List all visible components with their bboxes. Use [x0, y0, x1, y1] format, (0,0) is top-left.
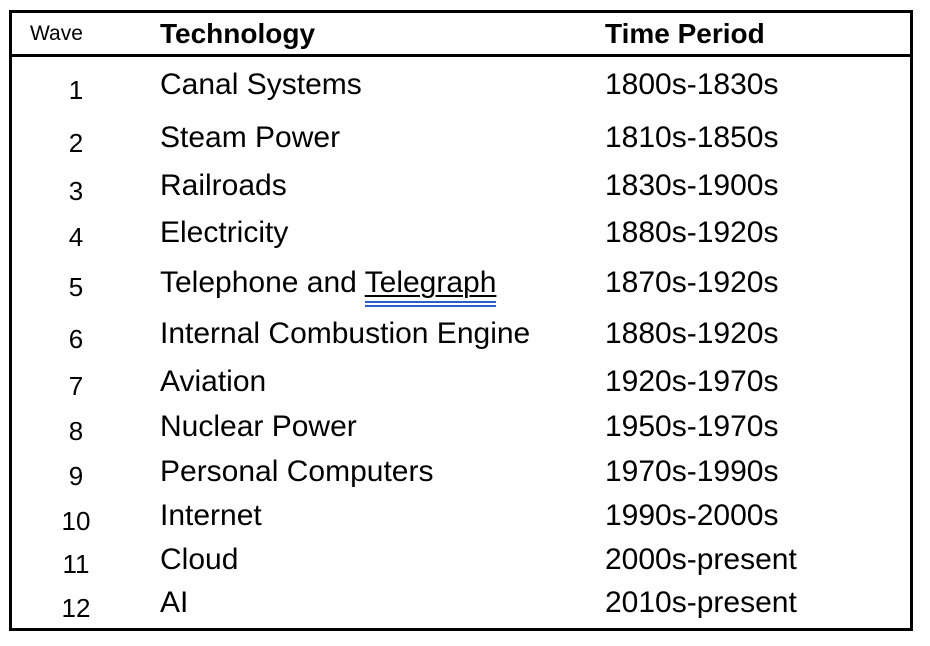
technology-text: Canal Systems — [140, 68, 605, 102]
technology-plain-text: AI — [160, 586, 189, 619]
time-period-text: 1810s-1850s — [605, 121, 779, 154]
wave-number: 8 — [68, 416, 84, 446]
time-period-text: 1800s-1830s — [605, 68, 779, 101]
technology-text: Nuclear Power — [140, 410, 605, 444]
technology-text: Personal Computers — [140, 455, 605, 489]
time-period-text: 1950s-1970s — [605, 409, 779, 443]
technology-text: Cloud — [140, 543, 605, 577]
time-period-text: 1920s-1970s — [605, 364, 779, 398]
wave-number: 1 — [68, 74, 84, 105]
wave-number: 7 — [68, 371, 84, 401]
technology-text: Railroads — [140, 169, 605, 203]
table-row: 11 Cloud 2000s-present — [12, 538, 910, 581]
header-cell-time-period: Time Period — [605, 17, 765, 49]
table-row: 5 Telephone and Telegraph 1870s-1920s — [12, 256, 910, 309]
table-body: 1 Canal Systems 1800s-1830s 2 Steam Powe… — [12, 57, 910, 625]
technology-text: Electricity — [140, 216, 605, 250]
table-header: Wave Technology Time Period — [12, 13, 910, 57]
wave-number: 9 — [68, 461, 84, 491]
header-cell-wave: Wave — [30, 21, 83, 45]
time-period-text: 2000s-present — [605, 542, 797, 576]
technology-text: Aviation — [140, 365, 605, 399]
table-row: 12 AI 2010s-present — [12, 581, 910, 625]
technology-text: Internet — [140, 499, 605, 533]
table-row: 8 Nuclear Power 1950s-1970s — [12, 404, 910, 449]
time-period-text: 1830s-1900s — [605, 169, 779, 202]
technology-plain-text: Canal Systems — [160, 68, 362, 101]
technology-plain-text: Personal Computers — [160, 454, 434, 488]
wave-number: 12 — [61, 592, 91, 623]
wave-number: 6 — [68, 323, 84, 354]
technology-plain-text: Telephone and — [160, 265, 365, 299]
table-row: 2 Steam Power 1810s-1850s — [12, 113, 910, 163]
technology-text: Telephone and Telegraph — [140, 265, 605, 307]
wave-number: 2 — [68, 127, 84, 158]
table-row: 6 Internal Combustion Engine 1880s-1920s — [12, 309, 910, 359]
time-period-text: 1870s-1920s — [605, 265, 779, 299]
wave-number: 11 — [62, 549, 90, 579]
time-period-text: 2010s-present — [605, 586, 797, 619]
time-period-text: 1990s-2000s — [605, 499, 779, 532]
wave-number: 4 — [68, 222, 84, 252]
technology-plain-text: Steam Power — [160, 121, 341, 154]
wave-number: 3 — [68, 175, 84, 206]
technology-plain-text: Nuclear Power — [160, 409, 357, 443]
table-row: 7 Aviation 1920s-1970s — [12, 359, 910, 404]
table-row: 3 Railroads 1830s-1900s — [12, 163, 910, 209]
technology-plain-text: Cloud — [160, 542, 239, 576]
time-period-text: 1970s-1990s — [605, 454, 779, 488]
table-row: 4 Electricity 1880s-1920s — [12, 209, 910, 256]
technology-text: Steam Power — [140, 121, 605, 155]
time-period-text: 1880s-1920s — [605, 317, 779, 350]
table-row: 1 Canal Systems 1800s-1830s — [12, 57, 910, 113]
technology-plain-text: Internal Combustion Engine — [160, 317, 531, 350]
time-period-text: 1880s-1920s — [605, 215, 779, 249]
technology-text: AI — [140, 586, 605, 620]
technology-plain-text: Internet — [160, 499, 262, 532]
grammar-underlined-word: Telegraph — [364, 265, 497, 307]
technology-waves-table: Wave Technology Time Period 1 Canal Syst… — [9, 10, 913, 631]
technology-plain-text: Electricity — [160, 215, 289, 249]
table-row: 10 Internet 1990s-2000s — [12, 494, 910, 538]
header-cell-technology: Technology — [160, 17, 316, 49]
wave-number: 10 — [61, 505, 91, 536]
table-row: 9 Personal Computers 1970s-1990s — [12, 449, 910, 494]
technology-plain-text: Railroads — [160, 169, 287, 202]
technology-plain-text: Aviation — [160, 364, 267, 398]
wave-number: 5 — [68, 272, 84, 302]
technology-text: Internal Combustion Engine — [140, 317, 605, 351]
